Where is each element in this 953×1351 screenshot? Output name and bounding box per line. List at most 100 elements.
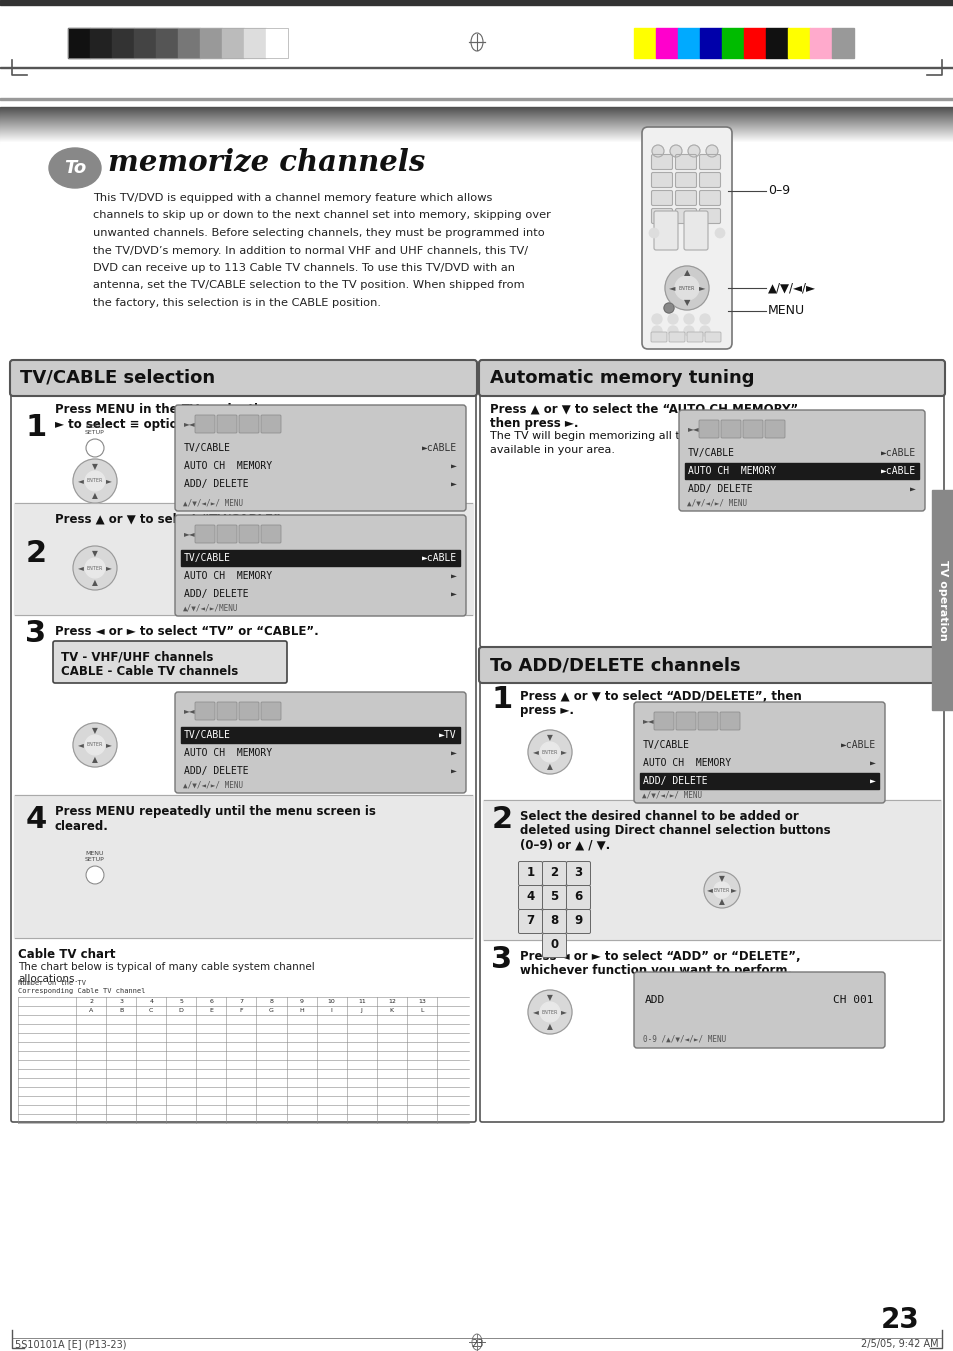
Text: TV/CABLE: TV/CABLE [184, 730, 231, 740]
Text: MENU
SETUP: MENU SETUP [85, 851, 105, 862]
Text: To ADD/DELETE channels: To ADD/DELETE channels [490, 657, 740, 674]
Text: TV/CABLE: TV/CABLE [687, 449, 734, 458]
Circle shape [648, 228, 659, 238]
Bar [634, 28, 656, 58]
Text: Press ▲ or ▼ to select “TV/CABLE”.: Press ▲ or ▼ to select “TV/CABLE”. [55, 513, 285, 526]
Text: (0–9) or ▲ / ▼.: (0–9) or ▲ / ▼. [519, 838, 610, 851]
Text: 2/5/05, 9:42 AM: 2/5/05, 9:42 AM [861, 1339, 938, 1350]
Text: G: G [269, 1008, 274, 1013]
Text: ▲: ▲ [683, 269, 690, 277]
Text: TV/CABLE: TV/CABLE [184, 553, 231, 563]
Text: ▲/▼/◄/►: ▲/▼/◄/► [767, 281, 815, 295]
FancyBboxPatch shape [239, 703, 258, 720]
Text: This TV/DVD is equipped with a channel memory feature which allows: This TV/DVD is equipped with a channel m… [92, 193, 492, 203]
FancyBboxPatch shape [683, 211, 707, 250]
Text: allocations.: allocations. [18, 974, 78, 984]
FancyBboxPatch shape [675, 190, 696, 205]
Circle shape [539, 1002, 559, 1021]
Text: memorize channels: memorize channels [108, 149, 425, 177]
Text: ▲/▼/◄/►/ MENU: ▲/▼/◄/►/ MENU [183, 781, 243, 789]
Text: 4: 4 [526, 890, 534, 904]
Bar [809, 28, 831, 58]
FancyBboxPatch shape [542, 909, 566, 934]
Bar [222, 28, 244, 58]
FancyBboxPatch shape [651, 190, 672, 205]
Circle shape [663, 303, 673, 313]
Text: ►: ► [560, 1008, 567, 1016]
Text: 6: 6 [574, 890, 582, 904]
FancyBboxPatch shape [478, 359, 944, 396]
Text: ▼: ▼ [546, 993, 553, 1002]
FancyBboxPatch shape [479, 390, 943, 647]
FancyBboxPatch shape [542, 862, 566, 885]
Text: ►: ► [909, 484, 915, 494]
Text: K: K [390, 1008, 394, 1013]
Text: 12: 12 [388, 998, 395, 1004]
Bar [178, 28, 200, 58]
Text: ▼: ▼ [683, 299, 690, 308]
Text: F: F [239, 1008, 243, 1013]
Text: ▼: ▼ [92, 462, 98, 471]
Text: AUTO CH  MEMORY: AUTO CH MEMORY [184, 748, 272, 758]
Text: ►: ► [106, 477, 112, 485]
Text: ◄: ◄ [668, 284, 675, 293]
Text: ►: ► [451, 480, 456, 489]
Text: ►: ► [869, 758, 875, 767]
Text: 2: 2 [26, 539, 47, 569]
Bar [14, 794, 473, 938]
FancyBboxPatch shape [566, 885, 590, 909]
Text: ►TV: ►TV [439, 730, 456, 740]
FancyBboxPatch shape [698, 712, 718, 730]
Circle shape [85, 558, 105, 578]
FancyBboxPatch shape [634, 703, 884, 802]
FancyBboxPatch shape [650, 332, 666, 342]
Text: ADD/ DELETE: ADD/ DELETE [687, 484, 752, 494]
Bar [68, 28, 90, 58]
Circle shape [86, 866, 104, 884]
FancyBboxPatch shape [216, 415, 236, 434]
FancyBboxPatch shape [742, 420, 762, 438]
Text: MENU
SETUP: MENU SETUP [85, 424, 105, 435]
Text: ADD: ADD [644, 994, 664, 1005]
Text: L: L [419, 1008, 423, 1013]
Text: 8: 8 [550, 915, 558, 928]
FancyBboxPatch shape [699, 190, 720, 205]
FancyBboxPatch shape [216, 526, 236, 543]
Text: Select the desired channel to be added or: Select the desired channel to be added o… [519, 811, 798, 823]
Text: deleted using Direct channel selection buttons: deleted using Direct channel selection b… [519, 824, 830, 838]
Text: 4: 4 [26, 805, 47, 835]
FancyBboxPatch shape [676, 712, 696, 730]
FancyBboxPatch shape [261, 415, 281, 434]
Bar [0, 99, 953, 100]
Text: ►: ► [451, 589, 456, 598]
Text: 1: 1 [491, 685, 512, 715]
Text: H: H [299, 1008, 304, 1013]
Circle shape [651, 313, 661, 324]
Text: MENU: MENU [767, 304, 804, 317]
Text: D: D [178, 1008, 184, 1013]
Text: the TV/DVD’s memory. In addition to normal VHF and UHF channels, this TV/: the TV/DVD’s memory. In addition to norm… [92, 246, 528, 255]
Text: ▼: ▼ [719, 874, 724, 882]
FancyBboxPatch shape [478, 647, 944, 684]
FancyBboxPatch shape [216, 703, 236, 720]
Bar [721, 28, 743, 58]
Text: J: J [360, 1008, 362, 1013]
Text: ▲/▼/◄/►/ MENU: ▲/▼/◄/►/ MENU [686, 499, 746, 508]
FancyBboxPatch shape [651, 208, 672, 223]
Circle shape [651, 145, 663, 157]
Text: press ►.: press ►. [519, 704, 574, 717]
Text: TV/CABLE: TV/CABLE [184, 443, 231, 453]
FancyBboxPatch shape [699, 154, 720, 169]
Bar [831, 28, 853, 58]
FancyBboxPatch shape [174, 692, 465, 793]
Text: ADD/ DELETE: ADD/ DELETE [184, 589, 249, 598]
FancyBboxPatch shape [651, 173, 672, 188]
Bar [765, 28, 787, 58]
Bar [700, 28, 721, 58]
Text: CABLE - Cable TV channels: CABLE - Cable TV channels [61, 665, 238, 678]
Text: ENTER: ENTER [679, 285, 695, 290]
FancyBboxPatch shape [704, 332, 720, 342]
Text: The chart below is typical of many cable system channel: The chart below is typical of many cable… [18, 962, 314, 971]
Text: 6: 6 [210, 998, 213, 1004]
Text: Press ◄ or ► to select “TV” or “CABLE”.: Press ◄ or ► to select “TV” or “CABLE”. [55, 626, 318, 638]
